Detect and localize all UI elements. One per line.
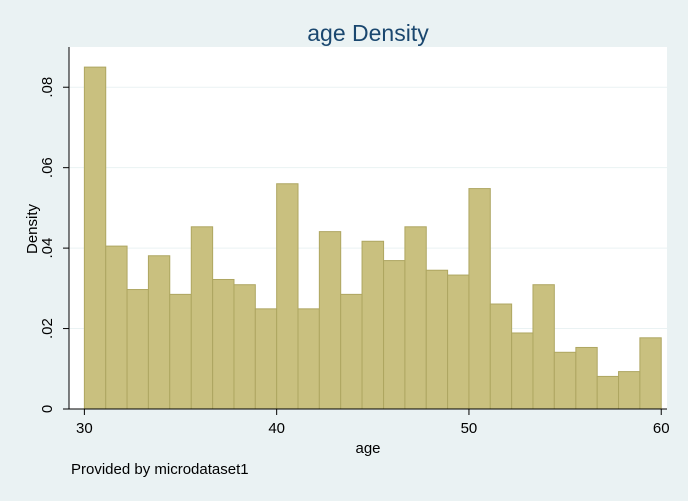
bar-15: [404, 226, 427, 410]
bar-3: [147, 255, 171, 410]
y-tick-label: .02: [39, 318, 56, 339]
bar-7: [233, 284, 256, 410]
bar-22: [553, 351, 577, 410]
bar-26: [639, 337, 662, 410]
x-tick-label: 50: [461, 420, 478, 437]
bar-9: [276, 183, 299, 410]
x-tick-label: 60: [653, 420, 670, 437]
bar-5: [190, 226, 214, 410]
bar-13: [361, 240, 385, 410]
bar-23: [575, 346, 598, 410]
y-axis-label: Density: [24, 203, 41, 254]
chart-title: age Density: [307, 20, 429, 46]
bar-21: [532, 284, 555, 410]
bar-6: [212, 278, 235, 410]
bar-1: [105, 245, 128, 410]
bar-2: [126, 289, 149, 410]
y-tick-label: .04: [39, 238, 56, 259]
bar-10: [297, 308, 320, 410]
x-axis-ticks: 30 40 50 60: [76, 409, 670, 437]
bar-8: [254, 308, 278, 410]
bar-17: [447, 274, 470, 410]
bar-18: [468, 188, 491, 410]
bar-24: [596, 375, 620, 410]
bar-11: [318, 231, 342, 410]
source-note: Provided by microdataset1: [71, 461, 249, 478]
x-tick-label: 40: [268, 420, 285, 437]
bar-4: [169, 293, 192, 410]
bar-20: [511, 332, 534, 410]
bar-0: [83, 66, 107, 410]
y-axis-ticks: 0 .02 .04 .06 .08: [39, 77, 69, 413]
bar-16: [425, 269, 449, 410]
bars: [83, 66, 662, 410]
x-axis-label: age: [355, 440, 380, 457]
y-tick-label: .06: [39, 157, 56, 178]
y-tick-label: 0: [39, 405, 56, 413]
bar-19: [489, 303, 513, 410]
bar-12: [340, 293, 363, 410]
bar-14: [383, 260, 406, 410]
bar-25: [618, 371, 641, 410]
x-tick-label: 30: [76, 420, 93, 437]
y-tick-label: .08: [39, 77, 56, 98]
